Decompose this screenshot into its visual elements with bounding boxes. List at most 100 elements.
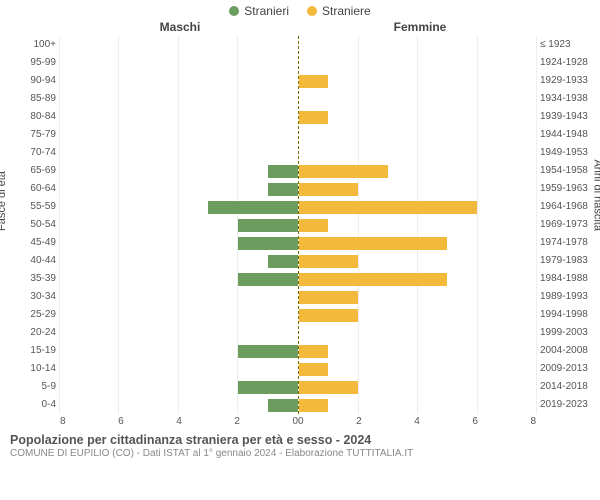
y-left-tick: 45-49	[4, 234, 56, 252]
y-right-tick: 1934-1938	[540, 90, 596, 108]
plot-male	[60, 36, 299, 414]
bar-row-female	[299, 72, 537, 90]
bar-female	[299, 165, 388, 178]
legend-male-label: Stranieri	[244, 4, 289, 18]
bar-row-female	[299, 378, 537, 396]
bar-female	[299, 399, 329, 412]
bar-row-male	[60, 270, 298, 288]
y-right-tick: 1959-1963	[540, 180, 596, 198]
bar-female	[299, 219, 329, 232]
y-left-tick: 75-79	[4, 126, 56, 144]
y-axis-left: 100+95-9990-9485-8980-8475-7970-7465-696…	[4, 36, 60, 414]
bar-male	[238, 237, 297, 250]
y-right-tick: 2004-2008	[540, 342, 596, 360]
bar-female	[299, 273, 447, 286]
y-left-tick: 90-94	[4, 72, 56, 90]
y-left-tick: 10-14	[4, 360, 56, 378]
y-right-tick: 1944-1948	[540, 126, 596, 144]
bar-male	[268, 183, 298, 196]
bar-row-male	[60, 234, 298, 252]
y-axis-right: ≤ 19231924-19281929-19331934-19381939-19…	[536, 36, 596, 414]
y-left-tick: 65-69	[4, 162, 56, 180]
bar-row-male	[60, 198, 298, 216]
bar-female	[299, 291, 358, 304]
plot-female	[299, 36, 537, 414]
legend-male-swatch	[229, 6, 239, 16]
y-left-tick: 80-84	[4, 108, 56, 126]
bar-female	[299, 363, 329, 376]
bar-row-male	[60, 252, 298, 270]
bar-row-male	[60, 162, 298, 180]
bar-row-male	[60, 360, 298, 378]
bar-row-female	[299, 126, 537, 144]
bar-row-female	[299, 288, 537, 306]
y-axis-left-title: Fasce di età	[0, 171, 8, 231]
y-right-tick: 1974-1978	[540, 234, 596, 252]
bar-male	[268, 399, 298, 412]
bar-row-male	[60, 180, 298, 198]
y-right-tick: 1994-1998	[540, 306, 596, 324]
bar-row-male	[60, 306, 298, 324]
y-right-tick: ≤ 1923	[540, 36, 596, 54]
y-right-tick: 1979-1983	[540, 252, 596, 270]
y-right-tick: 1954-1958	[540, 162, 596, 180]
y-left-tick: 40-44	[4, 252, 56, 270]
header-male: Maschi	[0, 20, 300, 34]
x-tick: 8	[530, 416, 536, 427]
bar-female	[299, 309, 358, 322]
bar-row-male	[60, 144, 298, 162]
bar-male	[238, 381, 297, 394]
y-right-tick: 1924-1928	[540, 54, 596, 72]
x-tick: 8	[60, 416, 66, 427]
y-right-tick: 2009-2013	[540, 360, 596, 378]
y-right-tick: 1989-1993	[540, 288, 596, 306]
y-right-tick: 1929-1933	[540, 72, 596, 90]
y-axis-right-title: Anni di nascita	[592, 159, 600, 231]
bar-row-female	[299, 144, 537, 162]
column-headers: Maschi Femmine	[0, 20, 600, 34]
y-right-tick: 2019-2023	[540, 396, 596, 414]
bar-female	[299, 201, 477, 214]
bar-row-female	[299, 108, 537, 126]
bar-row-male	[60, 396, 298, 414]
bar-female	[299, 75, 329, 88]
bar-row-male	[60, 342, 298, 360]
y-left-tick: 50-54	[4, 216, 56, 234]
legend-female-swatch	[307, 6, 317, 16]
bar-row-female	[299, 306, 537, 324]
y-right-tick: 2014-2018	[540, 378, 596, 396]
y-left-tick: 5-9	[4, 378, 56, 396]
x-axis: 86420 02468	[0, 416, 600, 427]
y-right-tick: 1949-1953	[540, 144, 596, 162]
y-right-tick: 1999-2003	[540, 324, 596, 342]
bar-row-female	[299, 270, 537, 288]
y-left-tick: 30-34	[4, 288, 56, 306]
bar-row-female	[299, 216, 537, 234]
bar-row-female	[299, 54, 537, 72]
bar-female	[299, 183, 358, 196]
bar-row-female	[299, 396, 537, 414]
bar-row-male	[60, 54, 298, 72]
y-left-tick: 25-29	[4, 306, 56, 324]
y-left-tick: 60-64	[4, 180, 56, 198]
bar-row-female	[299, 162, 537, 180]
bar-row-female	[299, 234, 537, 252]
x-tick: 2	[234, 416, 240, 427]
y-left-tick: 35-39	[4, 270, 56, 288]
chart-title: Popolazione per cittadinanza straniera p…	[10, 433, 590, 447]
bar-row-male	[60, 72, 298, 90]
y-left-tick: 85-89	[4, 90, 56, 108]
bar-row-male	[60, 288, 298, 306]
y-left-tick: 15-19	[4, 342, 56, 360]
x-tick: 4	[176, 416, 182, 427]
bar-row-female	[299, 90, 537, 108]
y-left-tick: 55-59	[4, 198, 56, 216]
bar-row-male	[60, 378, 298, 396]
bar-row-male	[60, 108, 298, 126]
bar-female	[299, 345, 329, 358]
y-right-tick: 1964-1968	[540, 198, 596, 216]
legend-male: Stranieri	[229, 4, 289, 18]
x-tick: 6	[472, 416, 478, 427]
bar-row-female	[299, 252, 537, 270]
header-female: Femmine	[300, 20, 600, 34]
